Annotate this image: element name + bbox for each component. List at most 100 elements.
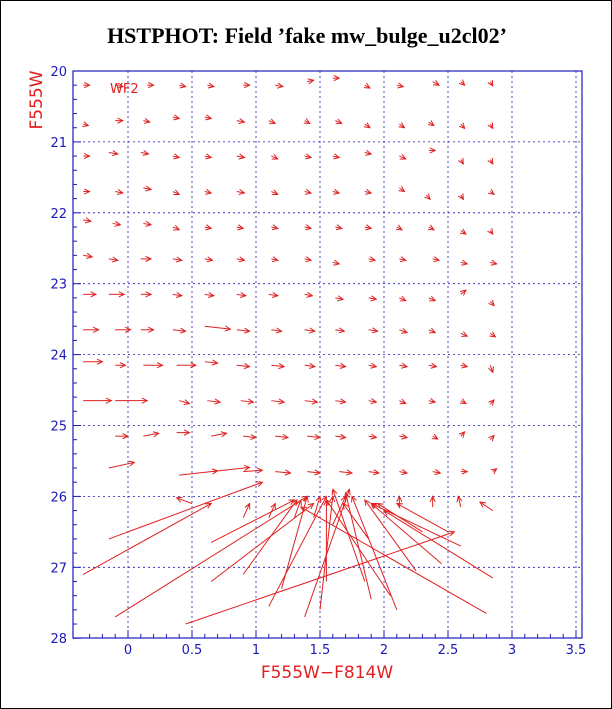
vector-arrow-46 — [204, 188, 213, 195]
vector-arrow-79 — [368, 256, 377, 263]
vector-arrow-88 — [204, 291, 215, 298]
panel-label: WF2 — [110, 82, 139, 97]
vector-arrow-16 — [143, 117, 151, 124]
vector-arrow-62 — [271, 224, 279, 231]
vector-arrow-119 — [304, 362, 317, 369]
vector-arrow-133 — [335, 398, 347, 405]
vector-arrow-166 — [114, 495, 309, 618]
vector-arrow-49 — [304, 188, 313, 195]
vector-arrow-193 — [299, 506, 487, 614]
vector-arrow-106 — [335, 327, 346, 334]
vector-field — [82, 75, 498, 625]
vector-arrow-169 — [210, 502, 315, 582]
vector-arrow-175 — [281, 495, 309, 589]
vector-arrow-4 — [207, 82, 215, 89]
vector-arrow-36 — [332, 153, 341, 160]
vector-arrow-148 — [399, 433, 409, 440]
vector-arrow-152 — [108, 460, 136, 469]
vector-arrow-39 — [428, 147, 437, 154]
vector-arrow-58 — [143, 220, 153, 227]
vector-arrow-172 — [242, 502, 251, 518]
vector-arrow-189 — [370, 502, 442, 565]
vector-arrow-141 — [176, 429, 191, 436]
vector-arrow-142 — [211, 431, 228, 438]
vector-arrow-67 — [427, 224, 435, 231]
vector-arrow-45 — [172, 189, 181, 196]
vector-arrow-177 — [304, 488, 351, 618]
vector-arrow-65 — [364, 224, 373, 231]
vector-arrow-0 — [83, 82, 91, 89]
vector-arrow-156 — [275, 469, 292, 476]
vector-arrow-111 — [489, 331, 497, 338]
vector-arrow-68 — [459, 228, 467, 235]
vector-arrow-24 — [398, 122, 406, 129]
vector-arrow-124 — [460, 362, 469, 369]
vector-arrow-121 — [368, 362, 378, 369]
vector-arrow-98 — [83, 326, 100, 333]
vector-arrow-50 — [332, 188, 341, 195]
vector-arrow-78 — [332, 259, 341, 266]
vector-arrow-73 — [172, 256, 183, 263]
vector-arrow-47 — [236, 188, 246, 196]
vector-arrow-127 — [115, 397, 149, 404]
vector-arrow-76 — [271, 256, 279, 263]
vector-arrow-77 — [304, 256, 313, 263]
vector-arrow-145 — [307, 433, 322, 441]
y-tick-label-1: 21 — [50, 136, 67, 151]
vector-arrow-178 — [313, 495, 322, 518]
vector-arrow-143 — [243, 433, 258, 441]
vector-arrow-165 — [82, 502, 213, 575]
vector-arrow-132 — [304, 398, 319, 405]
vector-arrow-43 — [115, 188, 125, 196]
vector-arrow-14 — [82, 121, 90, 128]
vector-arrow-83 — [490, 259, 498, 266]
vector-arrow-9 — [363, 82, 371, 89]
x-tick-label-5: 2.5 — [438, 643, 459, 658]
vector-arrow-97 — [488, 299, 495, 307]
vector-arrow-114 — [143, 362, 164, 369]
vector-arrow-112 — [83, 358, 104, 365]
vector-arrow-102 — [204, 325, 232, 332]
vector-arrow-108 — [399, 327, 409, 334]
vector-arrow-25 — [427, 120, 435, 127]
vector-arrow-183 — [342, 502, 370, 540]
vector-arrow-29 — [108, 150, 119, 157]
vector-arrow-54 — [458, 193, 464, 201]
vector-arrow-135 — [399, 398, 407, 405]
vector-arrow-181 — [332, 495, 347, 525]
x-tick-label-2: 1 — [252, 643, 260, 658]
vector-arrow-69 — [487, 228, 494, 236]
vector-arrow-17 — [172, 114, 181, 121]
vector-arrow-52 — [398, 186, 406, 193]
vector-arrow-18 — [204, 114, 213, 121]
vector-arrow-115 — [176, 362, 197, 369]
vector-arrow-130 — [240, 398, 255, 405]
vector-arrow-41 — [487, 157, 494, 165]
vector-arrow-57 — [112, 220, 122, 227]
vector-arrow-110 — [460, 331, 469, 337]
vector-arrow-176 — [293, 498, 302, 518]
vector-arrow-113 — [115, 362, 127, 369]
vector-arrow-100 — [140, 326, 155, 333]
vector-arrow-157 — [307, 469, 322, 476]
vector-arrow-90 — [268, 291, 279, 298]
x-axis-label: F555W−F814W — [261, 663, 394, 683]
vector-arrow-195 — [456, 495, 463, 508]
vector-arrow-164 — [108, 481, 264, 540]
vector-arrow-170 — [175, 496, 193, 504]
vector-arrow-126 — [83, 397, 113, 404]
vector-arrow-155 — [243, 467, 264, 474]
vector-arrow-28 — [83, 153, 91, 160]
vector-arrow-64 — [335, 224, 343, 231]
vector-arrow-131 — [271, 398, 286, 405]
vector-arrow-105 — [304, 327, 317, 334]
vector-arrow-89 — [236, 291, 247, 298]
x-tick-label-3: 1.5 — [310, 643, 331, 658]
vector-arrow-162 — [460, 468, 469, 475]
x-tick-label-0: 0 — [124, 643, 132, 658]
vector-arrow-31 — [172, 153, 181, 160]
vector-arrow-150 — [458, 431, 466, 438]
vector-arrow-70 — [83, 252, 94, 259]
vector-arrow-86 — [140, 291, 153, 298]
vector-arrow-80 — [399, 256, 407, 263]
